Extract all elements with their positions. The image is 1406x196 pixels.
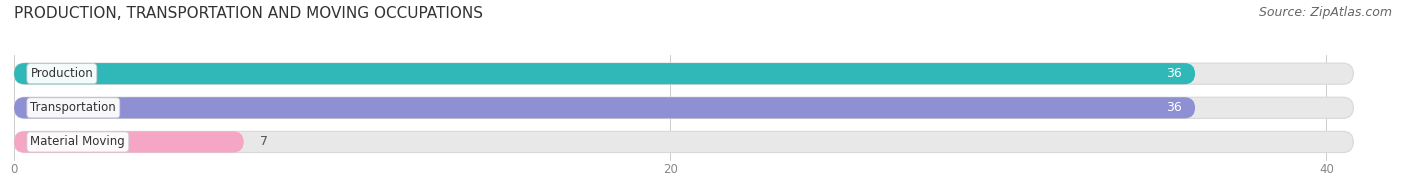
FancyBboxPatch shape <box>14 63 1195 84</box>
Text: Material Moving: Material Moving <box>31 135 125 148</box>
Text: PRODUCTION, TRANSPORTATION AND MOVING OCCUPATIONS: PRODUCTION, TRANSPORTATION AND MOVING OC… <box>14 6 484 21</box>
Text: 36: 36 <box>1166 67 1182 80</box>
Text: Transportation: Transportation <box>31 101 117 114</box>
FancyBboxPatch shape <box>14 97 1195 118</box>
Text: Production: Production <box>31 67 93 80</box>
FancyBboxPatch shape <box>14 131 243 152</box>
FancyBboxPatch shape <box>14 97 1354 118</box>
Text: 36: 36 <box>1166 101 1182 114</box>
Text: 7: 7 <box>260 135 269 148</box>
FancyBboxPatch shape <box>14 63 1354 84</box>
Text: Source: ZipAtlas.com: Source: ZipAtlas.com <box>1258 6 1392 19</box>
FancyBboxPatch shape <box>14 131 1354 152</box>
